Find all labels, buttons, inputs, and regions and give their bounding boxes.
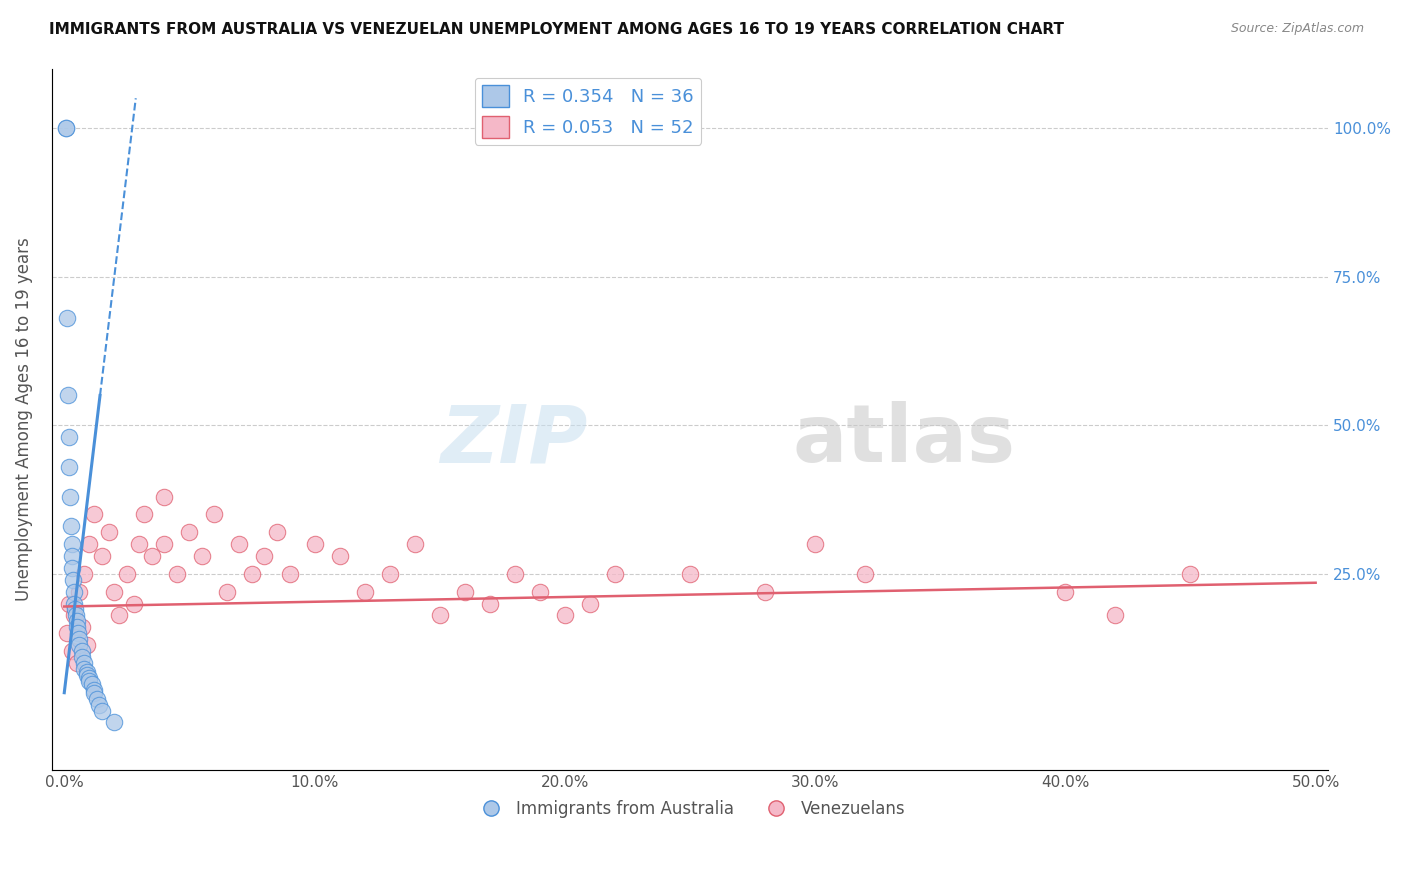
Point (55, 626, 77, 640)
Point (59, 490, 82, 504)
Point (1054, 584, 1077, 599)
Point (63, 608, 86, 623)
Point (103, 715, 125, 730)
Point (63, 597, 86, 611)
Point (253, 549, 276, 563)
Point (66, 626, 89, 640)
Point (754, 584, 776, 599)
Point (67, 632, 90, 647)
Point (304, 537, 326, 551)
Point (67, 584, 90, 599)
Point (66, 656, 89, 670)
Point (79, 671, 101, 685)
Point (215, 584, 238, 599)
Point (240, 566, 263, 581)
Point (70, 620, 93, 634)
Point (191, 549, 214, 563)
Point (853, 566, 876, 581)
Text: atlas: atlas (792, 401, 1015, 479)
Point (503, 566, 526, 581)
Point (179, 525, 201, 540)
Point (153, 537, 176, 551)
Point (478, 597, 501, 611)
Point (603, 566, 626, 581)
Text: ZIP: ZIP (440, 401, 588, 479)
Point (70, 644, 93, 658)
Point (73, 656, 96, 670)
Point (166, 566, 188, 581)
Point (73, 566, 96, 581)
Point (204, 508, 226, 522)
Point (579, 597, 602, 611)
Point (266, 525, 288, 540)
Point (89, 698, 111, 712)
Point (228, 537, 250, 551)
Point (79, 537, 101, 551)
Point (56, 388, 79, 402)
Point (55, 120, 77, 135)
Text: Source: ZipAtlas.com: Source: ZipAtlas.com (1230, 22, 1364, 36)
Point (108, 608, 131, 623)
Point (76, 665, 98, 679)
Y-axis label: Unemployment Among Ages 16 to 19 years: Unemployment Among Ages 16 to 19 years (15, 237, 32, 601)
Point (63, 584, 86, 599)
Point (76, 638, 98, 652)
Point (58, 459, 80, 474)
Point (62, 573, 84, 587)
Point (55, 120, 77, 135)
Point (60, 644, 83, 658)
Point (67, 638, 90, 652)
Point (1180, 566, 1202, 581)
Point (98, 525, 121, 540)
Point (103, 584, 125, 599)
Point (278, 566, 301, 581)
Point (134, 508, 156, 522)
Point (90, 549, 112, 563)
Point (86, 691, 108, 706)
Point (70, 650, 93, 665)
Point (58, 597, 80, 611)
Point (378, 566, 401, 581)
Point (58, 430, 80, 444)
Point (353, 584, 375, 599)
Point (76, 668, 98, 682)
Point (124, 597, 146, 611)
Point (83, 682, 105, 697)
Point (141, 549, 163, 563)
Point (66, 620, 89, 634)
Point (83, 686, 105, 700)
Point (1104, 608, 1126, 623)
Point (128, 537, 150, 551)
Point (59, 519, 82, 533)
Point (63, 602, 86, 616)
Point (529, 584, 551, 599)
Point (60, 549, 83, 563)
Point (404, 537, 426, 551)
Point (80, 677, 103, 691)
Point (554, 608, 576, 623)
Point (429, 608, 451, 623)
Point (73, 662, 96, 676)
Point (804, 537, 827, 551)
Point (65, 608, 87, 623)
Point (60, 561, 83, 575)
Text: IMMIGRANTS FROM AUSTRALIA VS VENEZUELAN UNEMPLOYMENT AMONG AGES 16 TO 19 YEARS C: IMMIGRANTS FROM AUSTRALIA VS VENEZUELAN … (49, 22, 1064, 37)
Point (66, 615, 89, 629)
Point (90, 704, 112, 718)
Point (679, 566, 702, 581)
Point (329, 549, 352, 563)
Point (79, 673, 101, 688)
Point (153, 490, 176, 504)
Point (56, 311, 79, 326)
Point (60, 537, 83, 551)
Point (115, 566, 138, 581)
Legend: Immigrants from Australia, Venezuelans: Immigrants from Australia, Venezuelans (468, 794, 912, 825)
Point (83, 508, 105, 522)
Point (454, 584, 477, 599)
